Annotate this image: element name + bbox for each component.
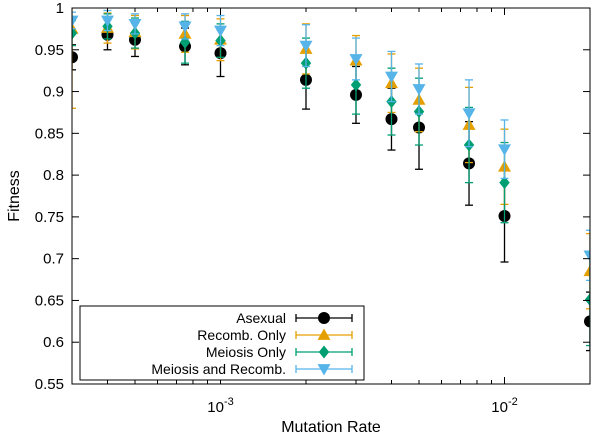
- x-tick-label-base: 10: [207, 399, 224, 416]
- series-3: [72, 9, 590, 282]
- legend-marker: [318, 345, 330, 359]
- y-tick-label: 0.85: [35, 125, 64, 142]
- legend-marker: [318, 312, 330, 324]
- data-point: [584, 293, 590, 307]
- data-point: [72, 26, 78, 40]
- data-point: [583, 264, 590, 277]
- y-tick-label: 0.95: [35, 42, 64, 59]
- y-tick-label: 0.9: [43, 84, 64, 101]
- x-tick-label: 10-3: [207, 396, 233, 416]
- legend-marker: [317, 328, 331, 340]
- x-tick-label-exponent: -2: [508, 396, 518, 408]
- legend-label: Recomb. Only: [197, 327, 286, 343]
- data-point: [412, 84, 426, 96]
- y-tick-label: 0.7: [43, 251, 64, 268]
- data-point: [72, 15, 79, 28]
- data-point: [498, 144, 512, 156]
- series-2: [72, 13, 590, 347]
- y-tick-label: 0.55: [35, 376, 64, 393]
- data-point: [214, 25, 228, 38]
- y-tick-label: 0.75: [35, 209, 64, 226]
- plot-area: [72, 8, 590, 352]
- y-tick-label: 1: [56, 0, 64, 17]
- data-point: [299, 40, 313, 53]
- legend-label: Asexual: [236, 310, 286, 326]
- data-point: [178, 21, 192, 33]
- x-axis-title: Mutation Rate: [281, 419, 381, 436]
- series-1: [72, 8, 590, 310]
- data-point: [349, 54, 363, 66]
- plot-frame: [71, 7, 591, 385]
- data-point: [384, 71, 398, 84]
- x-tick-label-base: 10: [491, 399, 508, 416]
- legend-label: Meiosis and Recomb.: [151, 361, 286, 377]
- y-tick-label: 0.8: [43, 167, 64, 184]
- y-tick-label: 0.6: [43, 334, 64, 351]
- data-point: [72, 51, 78, 64]
- data-point: [499, 176, 510, 190]
- data-point: [350, 78, 362, 92]
- data-point: [584, 315, 590, 328]
- data-point: [128, 19, 142, 31]
- series-0: [72, 19, 590, 352]
- y-axis-title: Fitness: [6, 170, 23, 222]
- x-tick-label: 10-2: [491, 396, 517, 416]
- data-point: [100, 15, 114, 28]
- data-point: [462, 108, 476, 120]
- data-layer: [72, 8, 590, 352]
- legend-marker: [317, 364, 331, 376]
- x-tick-label-exponent: -3: [224, 396, 234, 408]
- y-tick-label: 0.65: [35, 292, 64, 309]
- legend-label: Meiosis Only: [206, 344, 286, 360]
